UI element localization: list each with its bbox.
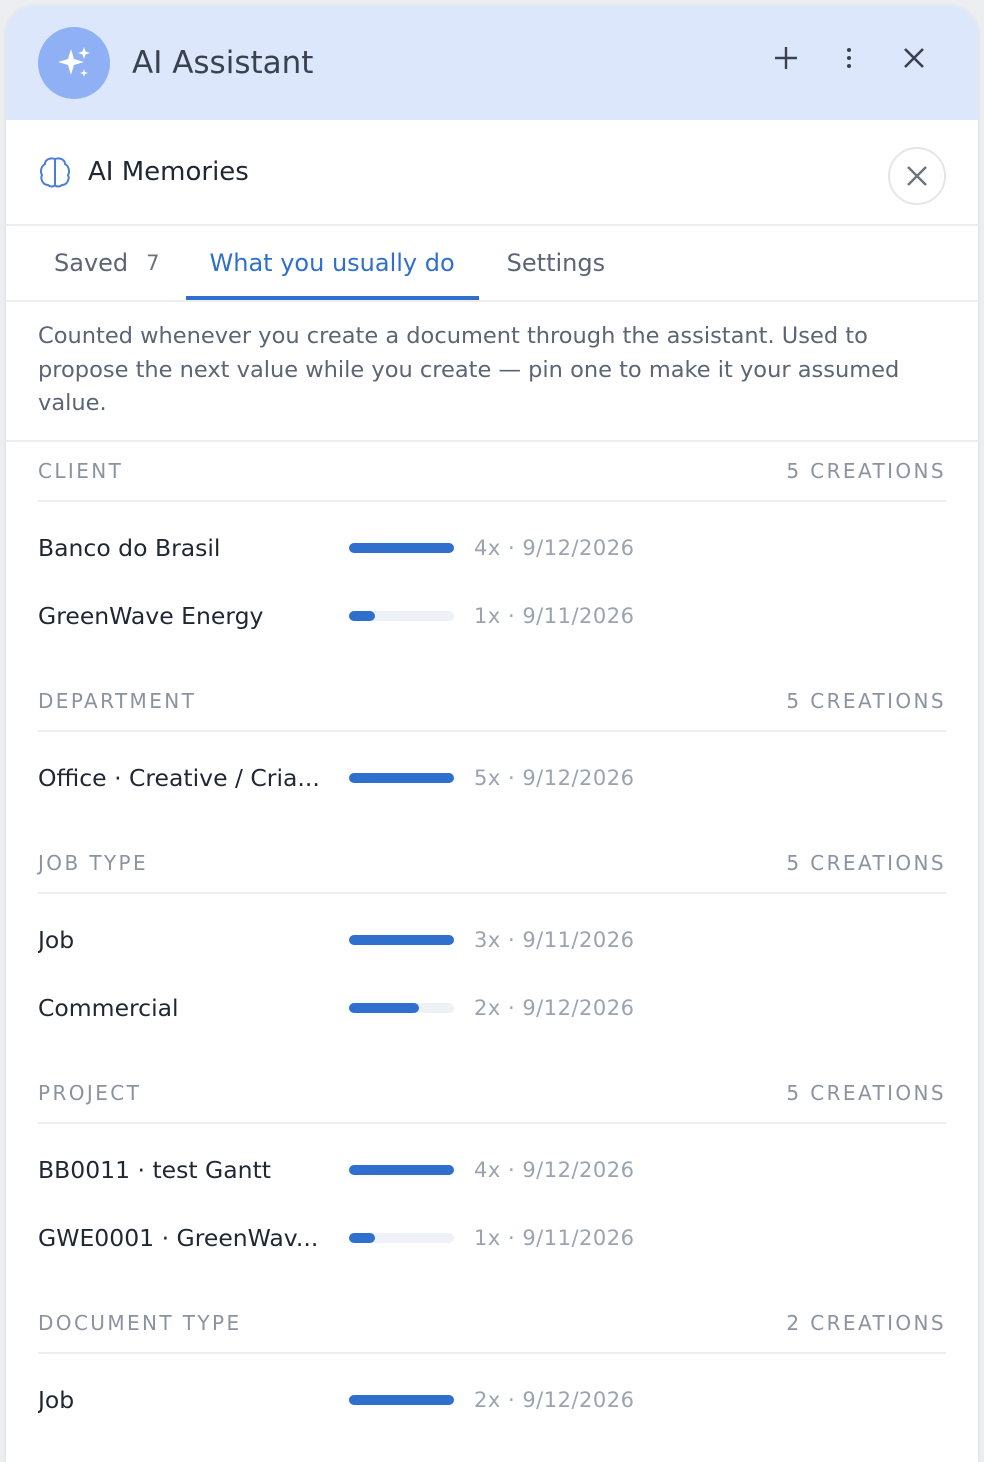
tab-bar: Saved 7 What you usually do Settings xyxy=(6,226,978,302)
usage-bar xyxy=(349,1003,419,1013)
group-label: DEPARTMENT xyxy=(38,689,197,713)
usage-stat: 2x · 9/12/2026 xyxy=(474,1388,635,1412)
memory-name: Banco do Brasil xyxy=(38,534,221,562)
usage-bar xyxy=(349,773,454,783)
usage-bar xyxy=(349,611,376,621)
memory-row[interactable]: Commercial 2x · 9/12/2026 xyxy=(38,974,946,1042)
group-total: 5 CREATIONS xyxy=(786,851,946,875)
usage-bar xyxy=(349,1233,376,1243)
usage-bar xyxy=(349,543,454,553)
usage-stat: 2x · 9/12/2026 xyxy=(474,996,635,1020)
usage-track xyxy=(349,611,454,621)
tab-label: What you usually do xyxy=(209,249,455,277)
usage-track xyxy=(349,1395,454,1405)
header: AI Assistant xyxy=(6,6,978,120)
group-header: DOCUMENT TYPE 2 CREATIONS xyxy=(38,1294,946,1354)
group-rows: Banco do Brasil 4x · 9/12/2026 GreenWave E… xyxy=(38,502,946,672)
group-rows: BB0011 · test Gantt 4x · 9/12/2026 GWE0001… xyxy=(38,1124,946,1294)
panel-title: AI Memories xyxy=(88,157,249,187)
memory-name: GreenWave Energy xyxy=(38,602,264,630)
memory-group: PROJECT 5 CREATIONS BB0011 · test Gantt 4x … xyxy=(6,1064,978,1294)
tab-active[interactable]: What you usually do xyxy=(185,226,479,300)
group-total: 5 CREATIONS xyxy=(786,459,946,483)
brain-icon xyxy=(40,157,70,188)
menu-button[interactable] xyxy=(842,44,856,72)
memory-name: Office · Creative / Cria... xyxy=(38,764,320,792)
description: Counted whenever you create a document t… xyxy=(6,302,978,442)
group-header: JOB TYPE 5 CREATIONS xyxy=(38,834,946,894)
memory-row[interactable]: Banco do Brasil 4x · 9/12/2026 xyxy=(38,514,946,582)
usage-track xyxy=(349,773,454,783)
memory-row[interactable]: BB0011 · test Gantt 4x · 9/12/2026 xyxy=(38,1136,946,1204)
tab-label: Settings xyxy=(506,249,606,277)
usage-track xyxy=(349,1003,454,1013)
group-label: CLIENT xyxy=(38,459,124,483)
new-chat-button[interactable] xyxy=(772,44,800,72)
group-header: DEPARTMENT 5 CREATIONS xyxy=(38,672,946,732)
memory-row[interactable]: Job 3x · 9/11/2026 xyxy=(38,906,946,974)
usage-track xyxy=(349,543,454,553)
group-total: 2 CREATIONS xyxy=(786,1311,946,1335)
usage-stat: 1x · 9/11/2026 xyxy=(474,604,635,628)
memory-group: JOB TYPE 5 CREATIONS Job 3x · 9/11/2026 Comm… xyxy=(6,834,978,1064)
memory-row[interactable]: GWE0001 · GreenWav... 1x · 9/11/2026 xyxy=(38,1204,946,1272)
usage-track xyxy=(349,1233,454,1243)
sparkle-icon xyxy=(58,47,90,77)
memory-name: Commercial xyxy=(38,994,179,1022)
memory-name: GWE0001 · GreenWav... xyxy=(38,1224,319,1252)
group-label: JOB TYPE xyxy=(38,851,149,875)
group-label: PROJECT xyxy=(38,1081,142,1105)
usage-stat: 4x · 9/12/2026 xyxy=(474,1158,635,1182)
close-icon xyxy=(907,166,927,186)
memory-group: DEPARTMENT 5 CREATIONS Office · Creative /… xyxy=(6,672,978,834)
close-button[interactable] xyxy=(900,44,928,72)
memory-name: Job xyxy=(38,1386,75,1414)
usage-stat: 4x · 9/12/2026 xyxy=(474,536,635,560)
usage-track xyxy=(349,1165,454,1175)
memory-group: DOCUMENT TYPE 2 CREATIONS Job 2x · 9/12/202… xyxy=(6,1294,978,1456)
usage-track xyxy=(349,935,454,945)
memory-row[interactable]: Job 2x · 9/12/2026 xyxy=(38,1366,946,1434)
group-header: CLIENT 5 CREATIONS xyxy=(38,442,946,502)
group-total: 5 CREATIONS xyxy=(786,1081,946,1105)
group-header: PROJECT 5 CREATIONS xyxy=(38,1064,946,1124)
memory-groups: CLIENT 5 CREATIONS Banco do Brasil 4x · 9/1… xyxy=(6,442,978,1456)
usage-stat: 1x · 9/11/2026 xyxy=(474,1226,635,1250)
group-rows: Job 2x · 9/12/2026 xyxy=(38,1354,946,1456)
assistant-panel: AI Assistant AI Memories Saved 7 What you… xyxy=(6,6,978,1462)
subheader: AI Memories xyxy=(6,120,978,226)
memory-row[interactable]: GreenWave Energy 1x · 9/11/2026 xyxy=(38,582,946,650)
usage-bar xyxy=(349,1165,454,1175)
group-label: DOCUMENT TYPE xyxy=(38,1311,242,1335)
memory-group: CLIENT 5 CREATIONS Banco do Brasil 4x · 9/1… xyxy=(6,442,978,672)
header-title: AI Assistant xyxy=(132,45,314,81)
memory-row[interactable]: Office · Creative / Cria... 5x · 9/12/202… xyxy=(38,744,946,812)
usage-stat: 3x · 9/11/2026 xyxy=(474,928,635,952)
tab-count: 7 xyxy=(146,251,160,275)
usage-stat: 5x · 9/12/2026 xyxy=(474,766,635,790)
usage-bar xyxy=(349,1395,454,1405)
tab-label: Saved xyxy=(54,249,129,277)
memory-name: BB0011 · test Gantt xyxy=(38,1156,271,1184)
tab[interactable]: Settings xyxy=(479,226,633,300)
close-panel-button[interactable] xyxy=(888,147,946,205)
group-rows: Office · Creative / Cria... 5x · 9/12/202… xyxy=(38,732,946,834)
group-total: 5 CREATIONS xyxy=(786,689,946,713)
assistant-avatar xyxy=(38,27,110,99)
tab[interactable]: Saved 7 xyxy=(6,226,186,300)
group-rows: Job 3x · 9/11/2026 Commercial 2x · 9/12/202… xyxy=(38,894,946,1064)
memory-name: Job xyxy=(38,926,75,954)
usage-bar xyxy=(349,935,454,945)
